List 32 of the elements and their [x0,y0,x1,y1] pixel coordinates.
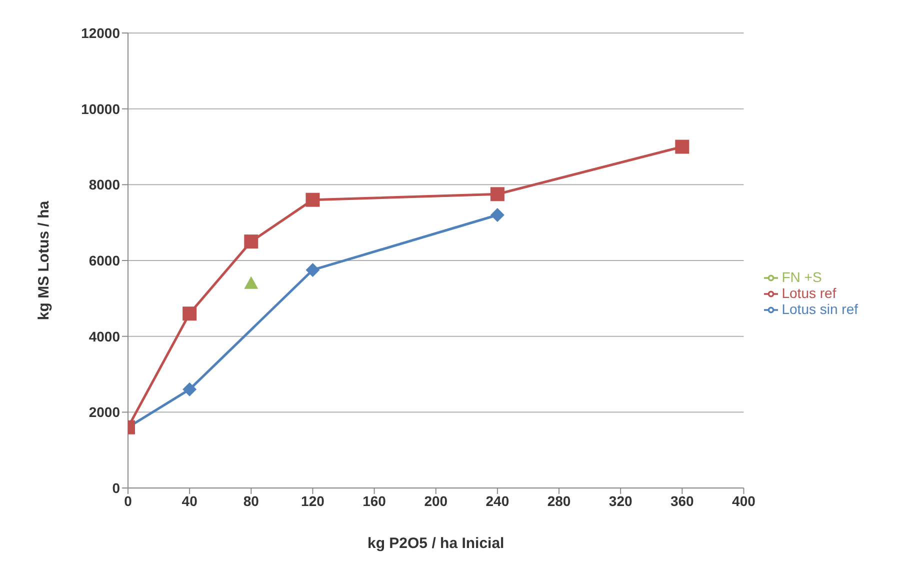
point [182,382,197,396]
point [675,140,690,154]
x-tick-label: 360 [670,492,694,509]
x-tick-label: 0 [124,492,132,509]
point [490,208,504,222]
y-tick-label: 6000 [88,252,120,268]
legend-label: Lotus sin ref [782,301,858,318]
point [306,192,320,207]
x-tick-label: 280 [547,492,571,509]
legend-label: FN +S [782,268,822,285]
point [490,187,504,202]
x-tick-label: 240 [486,492,510,509]
x-axis-title: kg P2O5 / ha Inicial [368,535,504,552]
point [182,306,197,321]
point [244,276,258,289]
legend-label: Lotus ref [782,284,836,301]
y-tick-label: 12000 [81,24,120,41]
y-axis-title: kg MS Lotus / ha [35,200,52,320]
x-tick-label: 200 [424,492,448,509]
y-tick-label: 2000 [88,404,120,420]
y-tick-label: 0 [112,480,120,496]
y-tick-label: 8000 [88,176,120,193]
x-tick-label: 400 [732,492,756,509]
x-tick-label: 320 [608,492,632,509]
x-tick-label: 160 [362,492,386,509]
point [244,234,258,249]
y-tick-label: 4000 [88,328,120,344]
x-tick-label: 80 [243,492,260,509]
x-tick-label: 40 [182,492,198,509]
point [306,262,320,277]
y-tick-label: 10000 [81,100,120,117]
x-tick-label: 120 [301,492,325,509]
